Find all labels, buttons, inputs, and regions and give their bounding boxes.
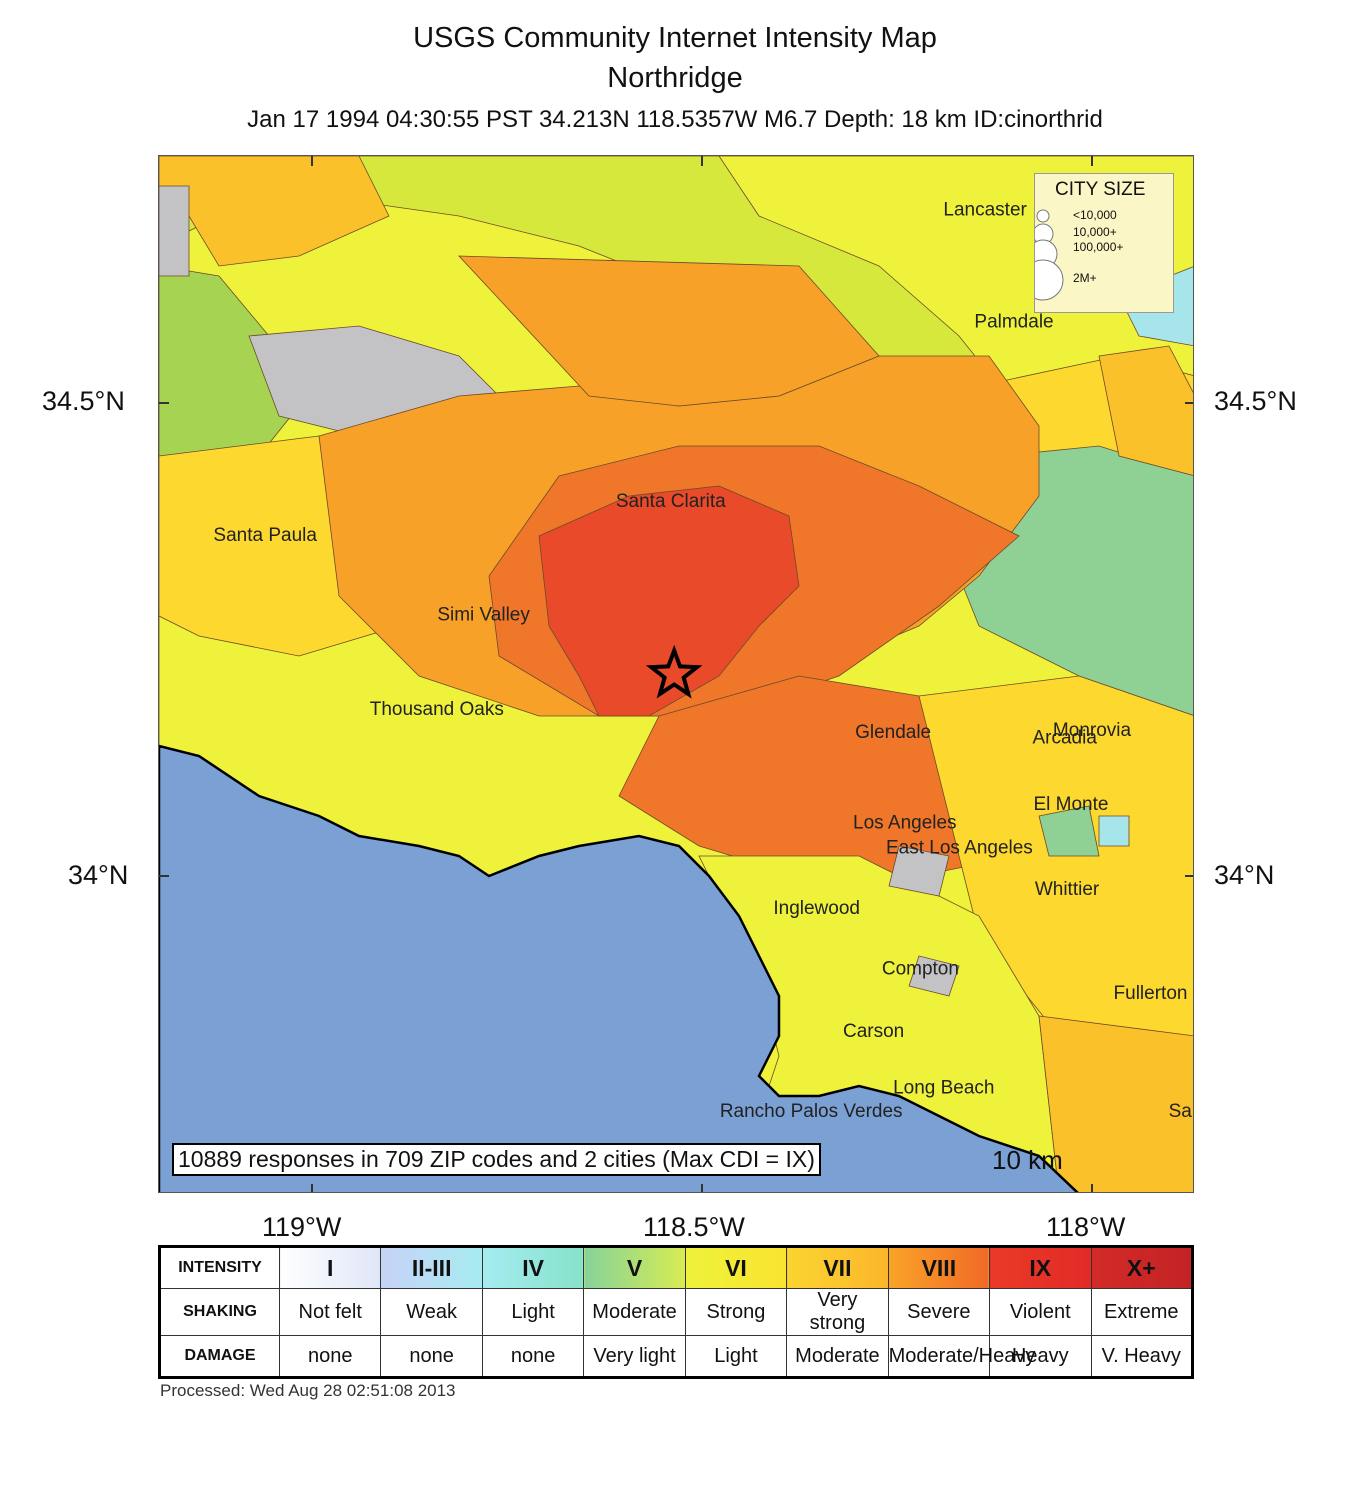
region-ne-orange	[1098, 345, 1193, 476]
city-label-glendale: Glendale	[855, 722, 931, 743]
city-label-rancho-palos-verdes: Rancho Palos Verdes	[720, 1101, 903, 1122]
legend-intensity-1: II-III	[380, 1246, 483, 1289]
lat-label-left-34: 34°N	[68, 860, 129, 890]
lon-label-118-5: 118.5°W	[643, 1212, 745, 1242]
city-label-inglewood: Inglewood	[773, 898, 860, 919]
region-blue-patch	[1098, 815, 1130, 847]
legend-damage-5: Moderate	[786, 1335, 889, 1378]
lat-label-right-34-5: 34.5°N	[1214, 386, 1297, 416]
city-label-santa: Santa	[1169, 1101, 1194, 1122]
legend-damage-2: none	[481, 1335, 585, 1378]
graticule-ticks	[159, 156, 1193, 1192]
city-label-long-beach: Long Beach	[893, 1078, 994, 1099]
legend-header-damage: DAMAGE	[159, 1335, 280, 1378]
city-label-santa-paula: Santa Paula	[213, 525, 317, 546]
legend-header-intensity: INTENSITY	[159, 1246, 280, 1289]
legend-intensity-4: VI	[684, 1246, 788, 1289]
city-label-compton: Compton	[882, 958, 959, 979]
city-label-carson: Carson	[843, 1021, 904, 1042]
legend-shaking-8: Extreme	[1090, 1288, 1193, 1336]
city-size-label-3: 100,000+	[1073, 240, 1124, 254]
region-gray-3	[888, 845, 950, 897]
legend-intensity-7: IX	[989, 1246, 1092, 1289]
event-info-line: Jan 17 1994 04:30:55 PST 34.213N 118.535…	[247, 106, 1103, 133]
map-title: USGS Community Internet Intensity Map	[413, 22, 937, 54]
legend-damage-8: V. Heavy	[1090, 1335, 1193, 1378]
intensity-map[interactable]: Lancaster Palmdale Santa Clarita Santa Paul…	[158, 155, 1194, 1193]
legend-intensity-8: X+	[1090, 1246, 1193, 1289]
city-size-circles	[1035, 209, 1064, 301]
lon-label-118: 118°W	[1046, 1212, 1126, 1242]
legend-damage-6: Moderate/Heavy	[887, 1335, 1035, 1378]
city-label-lancaster: Lancaster	[943, 200, 1027, 221]
city-size-legend: CITY SIZE <10,000 10,000+ 100,000+ 2M+	[1034, 173, 1174, 313]
map-canvas: Lancaster Palmdale Santa Clarita Santa Paul…	[159, 156, 1194, 1192]
city-labels-layer: Lancaster Palmdale Santa Clarita Santa Paul…	[213, 200, 1194, 1123]
region-epicentral-red	[538, 485, 800, 717]
scale-bar-label: 10 km	[992, 1145, 1063, 1175]
responses-summary: 10889 responses in 709 ZIP codes and 2 c…	[172, 1143, 821, 1176]
legend-intensity-3: V	[583, 1246, 686, 1289]
legend-shaking-3: Moderate	[583, 1288, 686, 1336]
epicenter-layer	[645, 644, 703, 699]
legend-damage-4: Light	[684, 1335, 788, 1378]
legend-shaking-5: Very strong	[786, 1288, 889, 1336]
legend-damage-1: none	[380, 1335, 483, 1378]
city-label-los-angeles: Los Angeles	[853, 813, 957, 834]
city-label-arcadia: Arcadia	[1032, 728, 1097, 749]
legend-shaking-6: Severe	[887, 1288, 991, 1336]
lon-label-119: 119°W	[262, 1212, 342, 1242]
legend-damage-7: Heavy	[989, 1335, 1092, 1378]
legend-header-shaking: SHAKING	[159, 1288, 280, 1336]
region-north-wedge	[458, 255, 880, 407]
intensity-legend-table: INTENSITY I II-III IV V VI VII VIII IX X+ SHAKIN…	[158, 1245, 1194, 1379]
legend-damage-3: Very light	[583, 1335, 686, 1378]
city-label-fullerton: Fullerton	[1114, 983, 1188, 1004]
map-subtitle: Northridge	[607, 62, 743, 94]
ocean	[159, 744, 1079, 1192]
legend-shaking-2: Light	[481, 1288, 585, 1336]
lat-label-right-34: 34°N	[1214, 860, 1275, 890]
legend-shaking-4: Strong	[684, 1288, 788, 1336]
city-label-monrovia: Monrovia	[1053, 720, 1132, 741]
city-label-el-monte: El Monte	[1033, 794, 1108, 815]
lat-label-left-34-5: 34.5°N	[42, 386, 125, 416]
city-size-label-2: 10,000+	[1073, 225, 1117, 239]
region-gray-4	[908, 955, 960, 997]
city-label-santa-clarita: Santa Clarita	[616, 491, 726, 512]
city-label-simi-valley: Simi Valley	[437, 605, 530, 626]
region-gray-2	[159, 185, 190, 277]
city-label-thousand-oaks: Thousand Oaks	[370, 699, 504, 720]
city-size-label-4: 2M+	[1073, 271, 1097, 285]
city-label-palmdale: Palmdale	[974, 311, 1053, 332]
city-size-title: CITY SIZE	[1055, 179, 1146, 200]
legend-shaking-0: Not felt	[278, 1288, 382, 1336]
legend-row-shaking: SHAKING Not felt Weak Light Moderate Strong V…	[159, 1288, 1193, 1336]
legend-row-damage: DAMAGE none none none Very light Light Modera…	[159, 1335, 1193, 1378]
legend-intensity-6: VIII	[887, 1246, 991, 1289]
legend-intensity-5: VII	[786, 1246, 889, 1289]
legend-shaking-1: Weak	[380, 1288, 483, 1336]
city-circle-xlarge	[1035, 259, 1064, 301]
zip-regions-layer	[159, 156, 1193, 1192]
region-southeast-orange	[1038, 1015, 1193, 1192]
city-circle-small	[1036, 209, 1050, 223]
legend-intensity-0: I	[278, 1246, 382, 1289]
legend-shaking-7: Violent	[989, 1288, 1092, 1336]
legend-row-intensity: INTENSITY I II-III IV V VI VII VIII IX X+	[159, 1246, 1193, 1289]
region-green-patch	[1038, 805, 1100, 857]
city-label-whittier: Whittier	[1035, 879, 1100, 900]
legend-damage-0: none	[278, 1335, 382, 1378]
processed-timestamp: Processed: Wed Aug 28 02:51:08 2013	[160, 1381, 456, 1400]
city-label-east-los-angeles: East Los Angeles	[886, 837, 1033, 858]
legend-intensity-2: IV	[481, 1246, 585, 1289]
city-size-label-1: <10,000	[1073, 208, 1117, 222]
star-icon	[645, 644, 703, 699]
